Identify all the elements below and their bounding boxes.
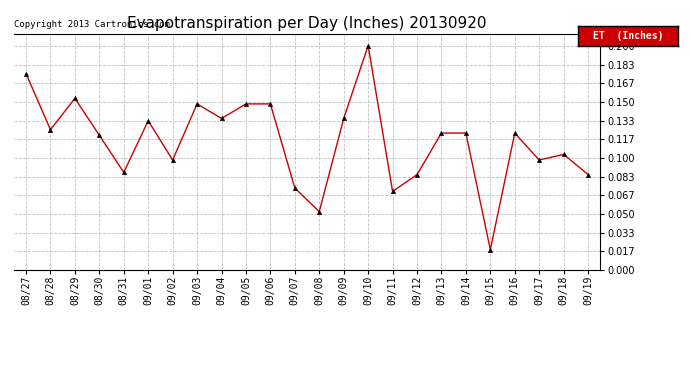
Title: Evapotranspiration per Day (Inches) 20130920: Evapotranspiration per Day (Inches) 2013…: [127, 16, 487, 31]
Text: Copyright 2013 Cartronics.com: Copyright 2013 Cartronics.com: [14, 20, 170, 29]
Text: ET  (Inches): ET (Inches): [593, 31, 664, 41]
